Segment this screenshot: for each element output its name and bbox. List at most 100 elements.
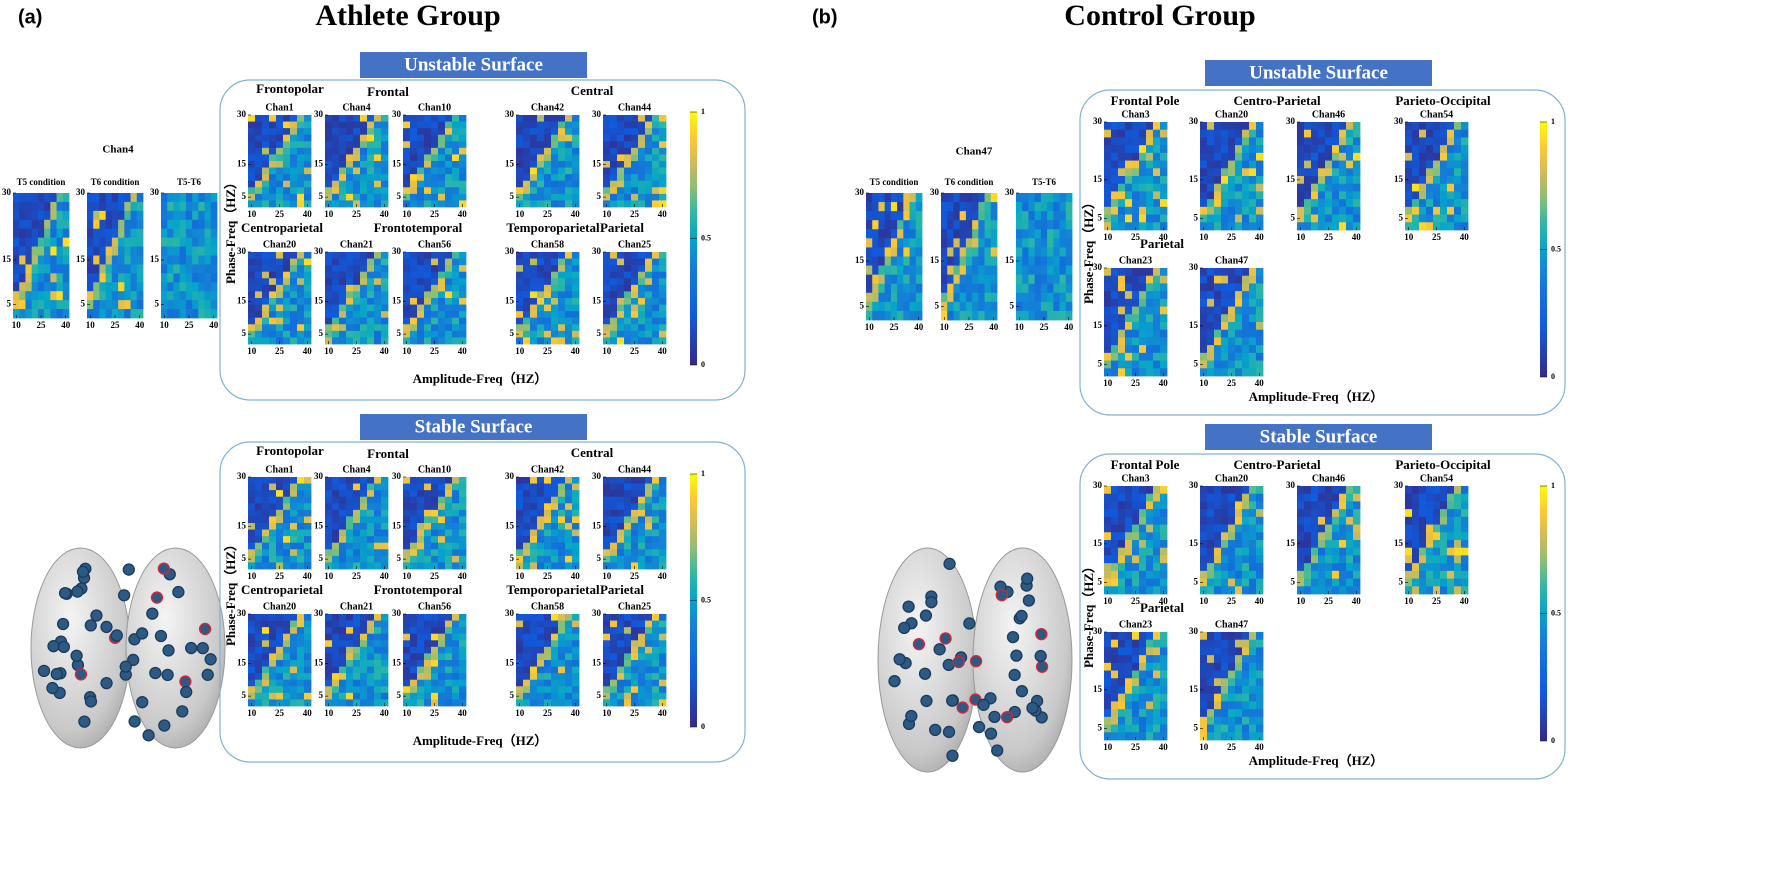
channel-label: Chan1: [265, 102, 293, 113]
heatmap-cell: [953, 238, 961, 248]
heatmap-cell: [161, 193, 168, 203]
heatmap-cell: [645, 200, 653, 208]
heatmap-cell: [1040, 193, 1048, 203]
heatmap-cell: [1047, 265, 1054, 276]
heatmap-cell: [452, 620, 460, 628]
heatmap-cell: [297, 653, 305, 661]
heatmap-cell: [346, 555, 354, 563]
heatmap-cell: [659, 614, 667, 621]
heatmap-cell: [652, 496, 660, 504]
heatmap-cell: [339, 646, 347, 654]
heatmap-cell: [445, 128, 453, 136]
heatmap-cell: [1132, 168, 1140, 177]
heatmap-cell: [445, 555, 453, 563]
heatmap-cell: [1297, 145, 1305, 154]
heatmap-cell: [1104, 532, 1112, 541]
heatmap-cell: [1221, 176, 1229, 185]
heatmap-cell: [276, 311, 284, 319]
heatmap-cell: [1440, 183, 1448, 192]
heatmap-cell: [124, 210, 131, 221]
heatmap-cell: [1249, 352, 1257, 361]
heatmap-cell: [1419, 145, 1427, 154]
heatmap-cell: [1256, 199, 1264, 208]
heatmap-cell: [1214, 152, 1222, 161]
heatmap-cell: [290, 503, 298, 511]
heatmap-cell: [37, 210, 45, 221]
heatmap-cell: [1200, 298, 1208, 307]
heatmap-cell: [1353, 486, 1361, 495]
heatmap-cell: [248, 523, 256, 530]
heatmap-cell: [1332, 206, 1340, 215]
heatmap-cell: [1228, 291, 1236, 300]
x-tick-label: 40: [1255, 596, 1265, 606]
electrode: [100, 677, 113, 690]
heatmap-cell: [1022, 283, 1029, 294]
heatmap-cell: [332, 193, 340, 201]
heatmap-cell: [610, 699, 618, 707]
heatmap-cell: [1228, 268, 1236, 277]
heatmap-cell: [19, 264, 26, 274]
heatmap-cell: [367, 174, 375, 182]
heatmap-cell: [603, 265, 611, 273]
heatmap-cell: [1228, 486, 1236, 495]
heatmap-cell: [523, 134, 531, 142]
y-tick-label: 5: [510, 191, 515, 201]
heatmap-cell: [1433, 137, 1441, 146]
heatmap-cell: [276, 549, 284, 557]
heatmap-cell: [1221, 509, 1229, 518]
heatmap-cell: [19, 237, 26, 247]
heatmap-cell: [652, 304, 660, 312]
electrode: [149, 666, 162, 680]
heatmap-cell: [452, 483, 460, 491]
heatmap-cell: [645, 523, 653, 530]
heatmap-cell: [410, 298, 418, 305]
heatmap-cell: [544, 200, 552, 208]
heatmap-cell: [332, 653, 340, 661]
heatmap-cell: [173, 193, 181, 203]
heatmap-cell: [516, 311, 524, 319]
heatmap-cell: [1353, 191, 1361, 200]
heatmap-cell: [403, 614, 411, 621]
region-label: Temporoparietal: [506, 582, 600, 597]
heatmap-cell: [339, 614, 347, 621]
heatmap-cell: [1235, 486, 1243, 495]
heatmap-cell: [530, 653, 538, 661]
heatmap-cell: [332, 265, 340, 273]
heatmap-cell: [1104, 501, 1112, 510]
heatmap-cell: [1207, 532, 1215, 541]
heatmap-cell: [1059, 301, 1067, 312]
heatmap-cell: [624, 154, 632, 162]
heatmap-cell: [50, 255, 57, 265]
heatmap-cell: [1125, 352, 1133, 361]
heatmap-cell: [652, 337, 660, 345]
heatmap-cell: [1104, 129, 1112, 138]
heatmap-cell: [276, 516, 284, 524]
heatmap-cell: [631, 496, 639, 504]
heatmap-cell: [179, 291, 187, 301]
heatmap-cell: [1242, 486, 1250, 495]
heatmap-cell: [1207, 516, 1215, 525]
heatmap-cell: [624, 503, 632, 511]
heatmap-cell: [276, 640, 284, 648]
heatmap-cell: [1034, 211, 1042, 221]
heatmap-cell: [603, 529, 611, 537]
heatmap-cell: [56, 201, 64, 212]
heatmap-cell: [353, 666, 361, 674]
heatmap-cell: [367, 154, 375, 162]
heatmap-cell: [1104, 337, 1112, 346]
heatmap-cell: [1214, 191, 1222, 200]
heatmap-cell: [374, 298, 382, 305]
heatmap-cell: [403, 477, 411, 484]
heatmap-cell: [1311, 540, 1319, 549]
y-tick-label: 5: [319, 690, 324, 700]
heatmap-cell: [304, 330, 312, 338]
heatmap-cell: [136, 273, 144, 283]
heatmap-cell: [890, 229, 898, 239]
heatmap-cell: [353, 187, 361, 195]
heatmap-cell: [50, 246, 57, 256]
heatmap-cell: [516, 536, 524, 544]
heatmap-cell: [1221, 486, 1229, 495]
heatmap-cell: [438, 627, 446, 635]
heatmap-cell: [1339, 191, 1347, 200]
heatmap-cell: [192, 255, 199, 265]
